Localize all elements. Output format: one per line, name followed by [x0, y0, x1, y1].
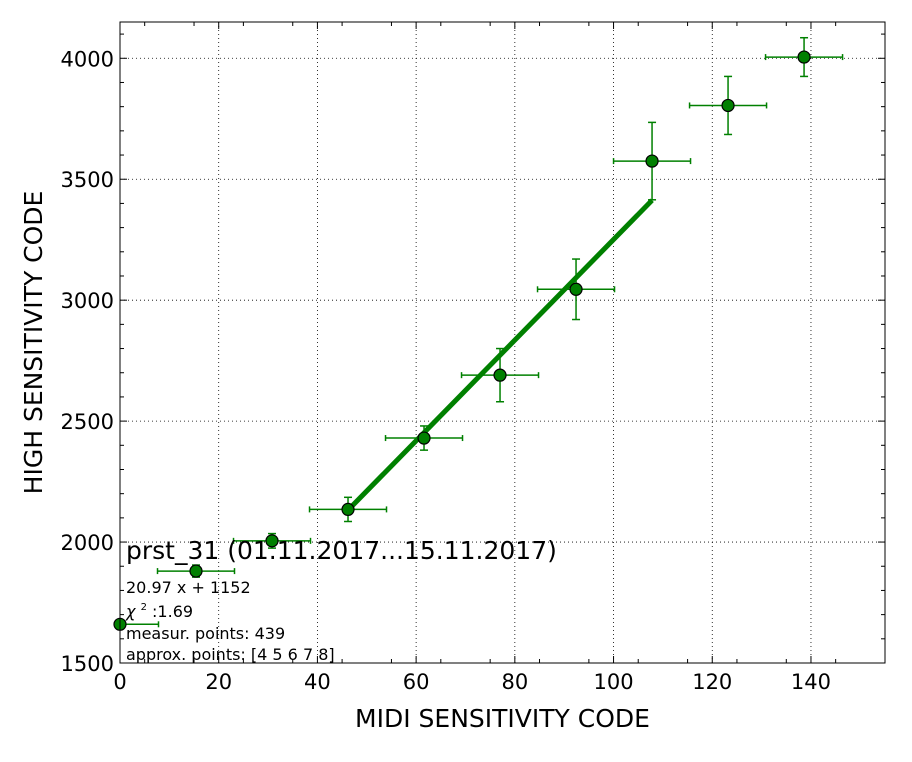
data-point-marker — [797, 50, 811, 64]
data-point-marker — [189, 564, 203, 578]
data-point-group — [308, 496, 388, 523]
chi2-value: :1.69 — [152, 602, 193, 621]
annotation-chi2: χ 2 :1.69 — [125, 595, 193, 621]
data-point-group — [232, 532, 312, 549]
annotation-title: prst_31 (01.11.2017...15.11.2017) — [126, 536, 557, 565]
tick-labels: 0 20 40 60 80 100 120 140 1500 2000 2500 3000 3500 40… — [61, 47, 831, 694]
x-tick-label: 100 — [594, 670, 634, 694]
x-tick-label: 20 — [205, 670, 232, 694]
x-axis-title: MIDI SENSITIVITY CODE — [355, 704, 650, 733]
data-point-group — [384, 425, 464, 451]
data-point-group — [460, 347, 540, 403]
x-tick-label: 0 — [113, 670, 126, 694]
data-point-group — [612, 121, 692, 201]
plot-frame — [119, 21, 886, 664]
data-point-marker — [417, 431, 431, 445]
y-tick-label: 4000 — [61, 47, 114, 71]
data-point-marker — [645, 154, 659, 168]
data-point-group — [536, 258, 616, 321]
grid — [120, 22, 885, 663]
data-point-marker — [721, 98, 735, 113]
annotation-measur-points: measur. points: 439 — [126, 624, 285, 643]
x-tick-label: 120 — [692, 670, 732, 694]
y-tick-label: 2500 — [61, 410, 114, 434]
chi2-sup: 2 — [141, 602, 147, 613]
data-point-group — [688, 75, 768, 136]
y-tick-label: 2000 — [61, 531, 114, 555]
chi2-symbol: χ — [125, 602, 136, 621]
minor-ticks — [119, 22, 885, 664]
data-point-marker — [569, 282, 583, 296]
data-point-marker — [341, 502, 355, 517]
y-tick-label: 1500 — [61, 652, 114, 676]
data-point-group — [156, 564, 236, 578]
annotation-approx-points: approx. points: [4 5 6 7 8] — [126, 645, 335, 664]
y-tick-label: 3500 — [61, 168, 114, 192]
x-tick-label: 40 — [304, 670, 331, 694]
x-tick-label: 60 — [403, 670, 430, 694]
y-axis-title: HIGH SENSITIVITY CODE — [19, 191, 48, 495]
annotation-equation: 20.97 x + 1152 — [126, 578, 251, 597]
data-point-group — [764, 36, 844, 78]
x-tick-label: 80 — [501, 670, 528, 694]
x-tick-label: 140 — [791, 670, 831, 694]
data-point-marker — [493, 368, 507, 382]
data-point-marker — [265, 534, 279, 548]
y-tick-label: 3000 — [61, 289, 114, 313]
